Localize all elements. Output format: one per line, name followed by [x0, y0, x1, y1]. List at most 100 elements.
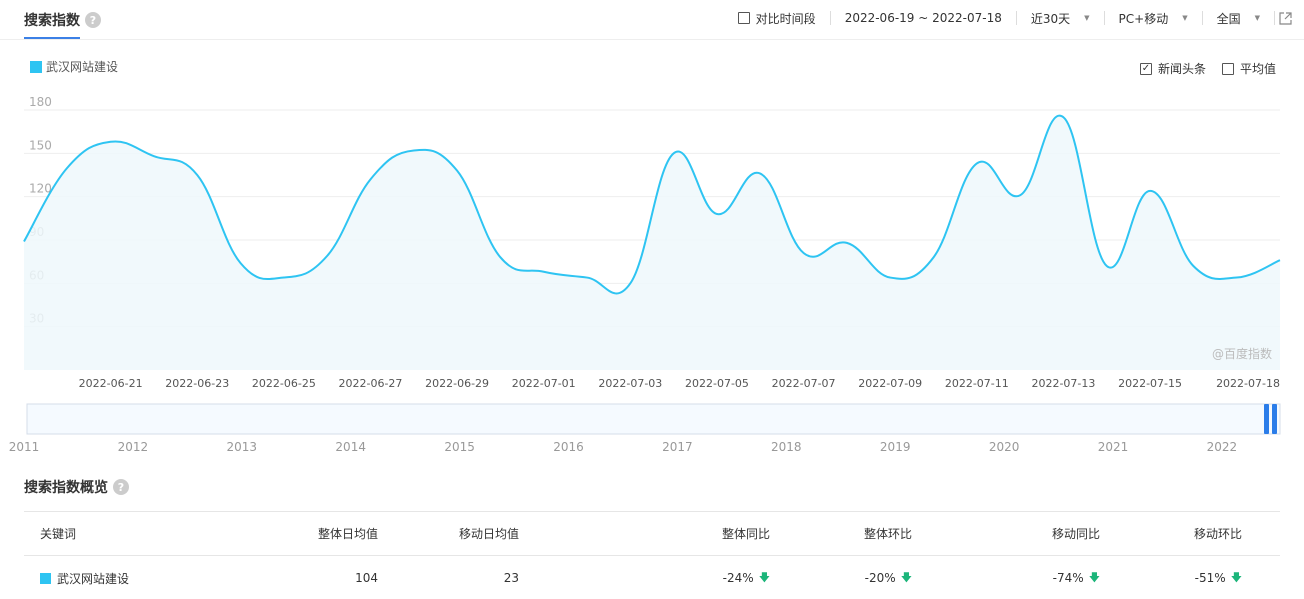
x-tick-label: 2022-07-11: [945, 377, 1009, 390]
news-label: 新闻头条: [1157, 62, 1206, 76]
col-overall-yoy: 整体同比: [721, 527, 770, 541]
mobile-yoy-value: -74%: [1052, 571, 1084, 585]
caret-down-icon: ▼: [1084, 14, 1090, 22]
x-tick-label: 2022-07-13: [1031, 377, 1095, 390]
col-mobile-yoy: 移动同比: [1051, 527, 1100, 541]
year-axis-label: 2020: [989, 440, 1020, 454]
keyword-cell: 武汉网站建设: [40, 556, 129, 599]
range-slider-track: [26, 403, 1281, 435]
year-axis-label: 2019: [880, 440, 911, 454]
table-header: 关键词 整体日均值 移动日均值 整体同比 整体环比 移动同比 移动环比: [24, 511, 1280, 556]
series-line: [23, 114, 1281, 295]
y-tick-label: 120: [29, 182, 52, 196]
x-tick-label: 2022-07-07: [772, 377, 836, 390]
overall-yoy-cell: -24% 🡇: [723, 556, 770, 599]
legend-label: 武汉网站建设: [46, 60, 119, 74]
col-keyword: 关键词: [40, 527, 77, 541]
year-axis-label: 2012: [118, 440, 149, 454]
year-axis-label: 2013: [227, 440, 258, 454]
title-underline: [24, 37, 80, 39]
region-value: 全国: [1216, 11, 1241, 26]
col-overall-mom: 整体环比: [863, 527, 912, 541]
keyword-swatch: [40, 572, 51, 584]
news-checkbox-icon[interactable]: ✓: [1139, 62, 1152, 75]
header: 搜索指数 ? 对比时间段 2022-06-19 ~ 2022-07-18 近30…: [0, 0, 1304, 40]
region-select[interactable]: 全国 ▼: [1203, 10, 1274, 27]
range-handle-right: [1272, 404, 1277, 434]
x-tick-label: 2022-06-21: [79, 377, 143, 390]
year-axis-label: 2011: [9, 440, 40, 454]
date-range-text: 2022-06-19 ~ 2022-07-18: [844, 11, 1002, 25]
y-tick-label: 180: [29, 95, 52, 109]
news-toggle[interactable]: ✓ 新闻头条: [1139, 60, 1206, 77]
average-label: 平均值: [1239, 62, 1276, 76]
col-overall-avg: 整体日均值: [317, 527, 378, 541]
table-row: 武汉网站建设 104 23 -24% 🡇 -20% 🡇 -74% 🡇 -51% …: [24, 556, 1280, 599]
x-tick-label: 2022-06-27: [339, 377, 403, 390]
period-value: 近30天: [1030, 11, 1071, 26]
mobile-mom-cell: -51% 🡇: [1195, 556, 1242, 599]
device-value: PC+移动: [1118, 11, 1169, 26]
compare-label: 对比时间段: [755, 11, 816, 26]
arrow-down-icon: 🡇: [758, 570, 770, 584]
mobile-yoy-cell: -74% 🡇: [1053, 556, 1100, 599]
watermark: @百度指数: [1212, 346, 1272, 361]
range-handle-left: [1264, 404, 1269, 434]
divider: [1274, 11, 1275, 25]
divider: [1015, 11, 1017, 25]
period-select[interactable]: 近30天 ▼: [1017, 10, 1104, 27]
arrow-down-icon: 🡇: [900, 570, 912, 584]
y-tick-label: 150: [29, 138, 52, 152]
average-toggle[interactable]: 平均值: [1221, 60, 1276, 77]
external-link-icon[interactable]: [1279, 11, 1292, 25]
col-mobile-avg: 移动日均值: [458, 527, 519, 541]
average-checkbox-icon[interactable]: [1221, 62, 1234, 75]
x-tick-label: 2022-07-09: [858, 377, 922, 390]
page-title: 搜索指数: [24, 13, 80, 29]
divider: [1201, 11, 1203, 25]
x-tick-label: 2022-06-23: [165, 377, 229, 390]
caret-down-icon: ▼: [1254, 14, 1260, 22]
compare-toggle[interactable]: 对比时间段: [724, 10, 830, 27]
arrow-down-icon: 🡇: [1088, 570, 1100, 584]
year-axis-label: 2014: [335, 440, 366, 454]
overall-mom-cell: -20% 🡇: [865, 556, 912, 599]
overview-table: 关键词 整体日均值 移动日均值 整体同比 整体环比 移动同比 移动环比 武汉网站…: [24, 511, 1280, 599]
x-tick-label: 2022-07-15: [1118, 377, 1182, 390]
x-tick-label: 2022-07-01: [512, 377, 576, 390]
overview-title-wrap: 搜索指数概览 ?: [24, 477, 129, 497]
keyword-text: 武汉网站建设: [57, 571, 130, 586]
x-tick-label: 2022-07-03: [598, 377, 662, 390]
col-mobile-mom: 移动环比: [1193, 527, 1242, 541]
x-tick-label: 2022-06-25: [252, 377, 316, 390]
year-axis-label: 2022: [1207, 440, 1238, 454]
date-range-picker[interactable]: 2022-06-19 ~ 2022-07-18: [831, 11, 1016, 25]
compare-checkbox-icon[interactable]: [737, 12, 750, 24]
help-icon[interactable]: ?: [113, 479, 129, 495]
mobile-mom-value: -51%: [1194, 571, 1226, 585]
mobile-avg-value: 23: [503, 571, 519, 585]
year-axis-label: 2017: [662, 440, 693, 454]
search-index-chart: 306090120150180@百度指数2022-06-212022-06-23…: [9, 95, 1281, 454]
year-axis-label: 2018: [771, 440, 802, 454]
device-select[interactable]: PC+移动 ▼: [1105, 10, 1202, 27]
help-icon[interactable]: ?: [85, 12, 101, 28]
x-tick-label: 2022-07-05: [685, 377, 749, 390]
overall-avg-value: 104: [355, 571, 378, 585]
legend-swatch: [30, 60, 42, 73]
year-axis-label: 2016: [553, 440, 584, 454]
year-axis-label: 2015: [444, 440, 475, 454]
year-axis-label: 2021: [1098, 440, 1129, 454]
overall-mom-value: -20%: [864, 571, 896, 585]
chart-legend[interactable]: 武汉网站建设: [30, 58, 118, 75]
title-wrap: 搜索指数 ?: [24, 0, 101, 40]
divider: [829, 11, 831, 25]
chart-options: ✓ 新闻头条 平均值: [1124, 60, 1276, 77]
overall-yoy-value: -24%: [722, 571, 754, 585]
divider: [1103, 11, 1105, 25]
overview-title: 搜索指数概览: [24, 480, 108, 496]
arrow-down-icon: 🡇: [1230, 570, 1242, 584]
toolbar: 对比时间段 2022-06-19 ~ 2022-07-18 近30天 ▼ PC+…: [724, 0, 1292, 36]
caret-down-icon: ▼: [1182, 14, 1188, 22]
x-tick-label: 2022-06-29: [425, 377, 489, 390]
